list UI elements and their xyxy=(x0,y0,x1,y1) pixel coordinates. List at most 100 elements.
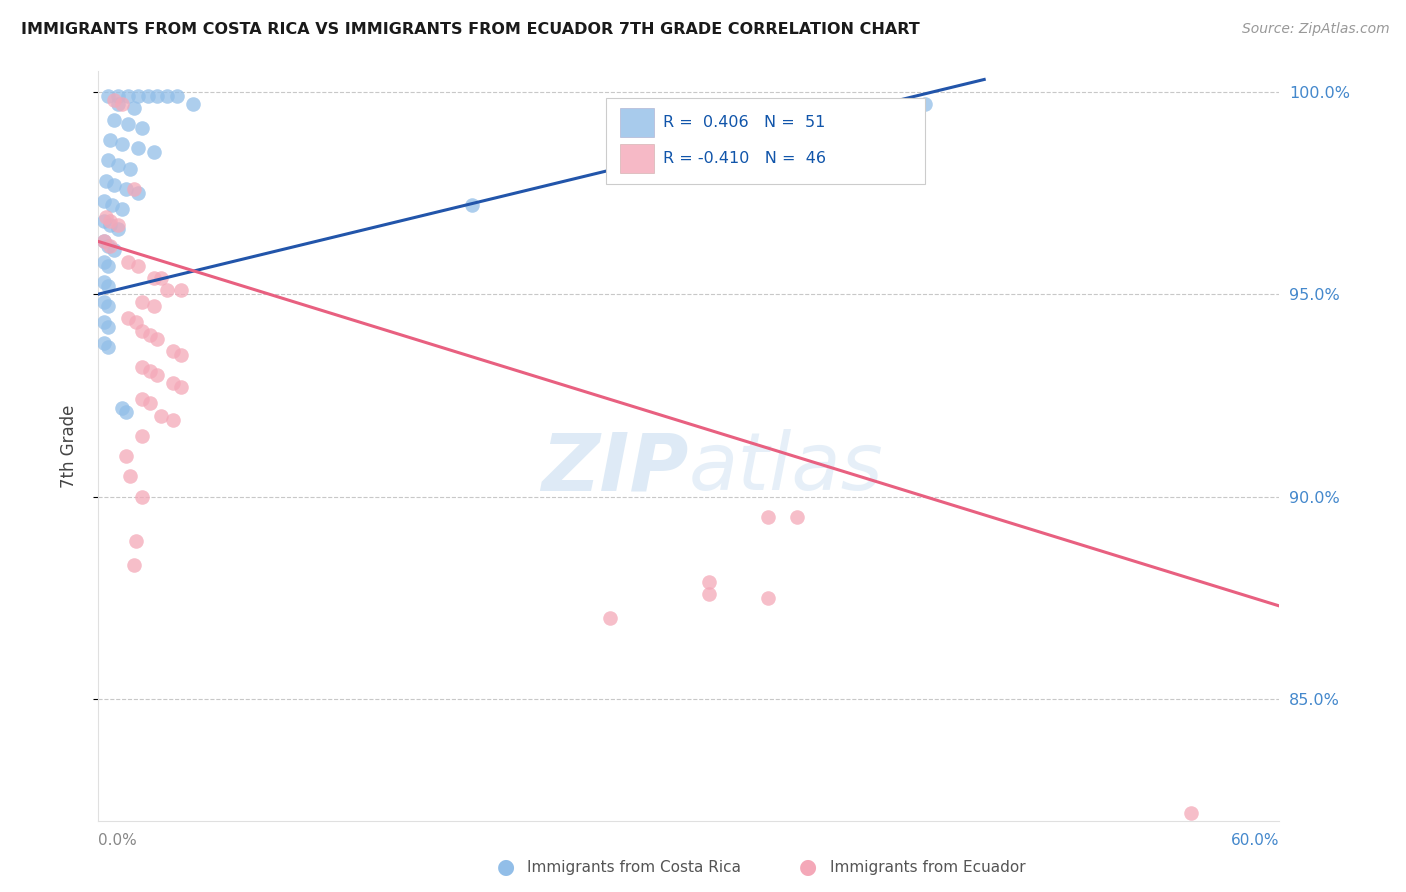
Point xyxy=(156,283,179,297)
Point xyxy=(170,380,193,394)
Text: ●: ● xyxy=(800,857,817,877)
Point xyxy=(138,364,160,378)
Point xyxy=(142,145,165,160)
Point xyxy=(93,335,115,350)
Point xyxy=(97,259,120,273)
Point xyxy=(122,182,145,196)
Point xyxy=(756,591,779,605)
Point xyxy=(107,157,129,171)
FancyBboxPatch shape xyxy=(620,108,654,136)
Point xyxy=(127,141,149,155)
Text: R = -0.410   N =  46: R = -0.410 N = 46 xyxy=(664,151,825,166)
Text: Immigrants from Costa Rica: Immigrants from Costa Rica xyxy=(527,860,741,874)
Text: 60.0%: 60.0% xyxy=(1232,833,1279,847)
Point xyxy=(93,194,115,208)
Point xyxy=(117,311,139,326)
Point xyxy=(162,376,184,391)
Point xyxy=(115,182,138,196)
Point xyxy=(146,88,169,103)
Point xyxy=(127,186,149,200)
Point xyxy=(131,295,153,310)
Text: ZIP: ZIP xyxy=(541,429,689,508)
Point xyxy=(103,243,125,257)
Y-axis label: 7th Grade: 7th Grade xyxy=(59,404,77,488)
Point xyxy=(162,343,184,358)
FancyBboxPatch shape xyxy=(620,144,654,172)
Point xyxy=(181,96,204,111)
Point xyxy=(98,214,121,228)
Point xyxy=(138,396,160,410)
Point xyxy=(93,214,115,228)
Point xyxy=(93,254,115,268)
Point xyxy=(101,198,124,212)
Point xyxy=(107,219,129,233)
Point xyxy=(146,332,169,346)
Point xyxy=(117,117,139,131)
Point xyxy=(156,88,179,103)
Point xyxy=(127,88,149,103)
Point xyxy=(131,392,153,407)
Point xyxy=(93,295,115,310)
Point xyxy=(461,198,484,212)
Text: 0.0%: 0.0% xyxy=(98,833,138,847)
Text: R =  0.406   N =  51: R = 0.406 N = 51 xyxy=(664,115,825,130)
Text: atlas: atlas xyxy=(689,429,884,508)
Point xyxy=(97,153,120,168)
Point xyxy=(1180,805,1202,820)
Point xyxy=(125,534,148,549)
Point xyxy=(122,101,145,115)
Point xyxy=(115,449,138,463)
Point xyxy=(136,88,159,103)
Point xyxy=(131,490,153,504)
Point xyxy=(93,235,115,249)
Point xyxy=(97,279,120,293)
Point xyxy=(142,299,165,313)
Point xyxy=(103,93,125,107)
Point xyxy=(125,316,148,330)
Point xyxy=(111,96,134,111)
Point xyxy=(96,174,118,188)
Point xyxy=(697,587,720,601)
Point xyxy=(97,340,120,354)
Point xyxy=(117,88,139,103)
Point xyxy=(98,238,121,252)
Point xyxy=(150,271,173,285)
Point xyxy=(93,235,115,249)
FancyBboxPatch shape xyxy=(606,97,925,184)
Point xyxy=(166,88,188,103)
Point xyxy=(103,178,125,192)
Point xyxy=(98,133,121,147)
Point xyxy=(97,299,120,313)
Point xyxy=(150,409,173,423)
Point xyxy=(170,283,193,297)
Text: ●: ● xyxy=(498,857,515,877)
Text: Immigrants from Ecuador: Immigrants from Ecuador xyxy=(830,860,1025,874)
Point xyxy=(97,319,120,334)
Point xyxy=(786,509,808,524)
Point xyxy=(118,161,141,176)
Point xyxy=(96,210,118,224)
Point xyxy=(111,401,134,415)
Point xyxy=(107,96,129,111)
Point xyxy=(118,469,141,483)
Point xyxy=(127,259,149,273)
Point xyxy=(117,254,139,268)
Point xyxy=(138,327,160,342)
Point xyxy=(142,271,165,285)
Point xyxy=(93,316,115,330)
Point xyxy=(162,412,184,426)
Point xyxy=(131,429,153,443)
Text: IMMIGRANTS FROM COSTA RICA VS IMMIGRANTS FROM ECUADOR 7TH GRADE CORRELATION CHAR: IMMIGRANTS FROM COSTA RICA VS IMMIGRANTS… xyxy=(21,22,920,37)
Point xyxy=(111,202,134,216)
Point xyxy=(131,324,153,338)
Point xyxy=(111,137,134,152)
Point xyxy=(98,219,121,233)
Point xyxy=(97,238,120,252)
Point xyxy=(131,121,153,136)
Point xyxy=(170,348,193,362)
Point xyxy=(97,88,120,103)
Point xyxy=(115,404,138,418)
Point xyxy=(756,509,779,524)
Point xyxy=(122,558,145,573)
Point xyxy=(131,359,153,374)
